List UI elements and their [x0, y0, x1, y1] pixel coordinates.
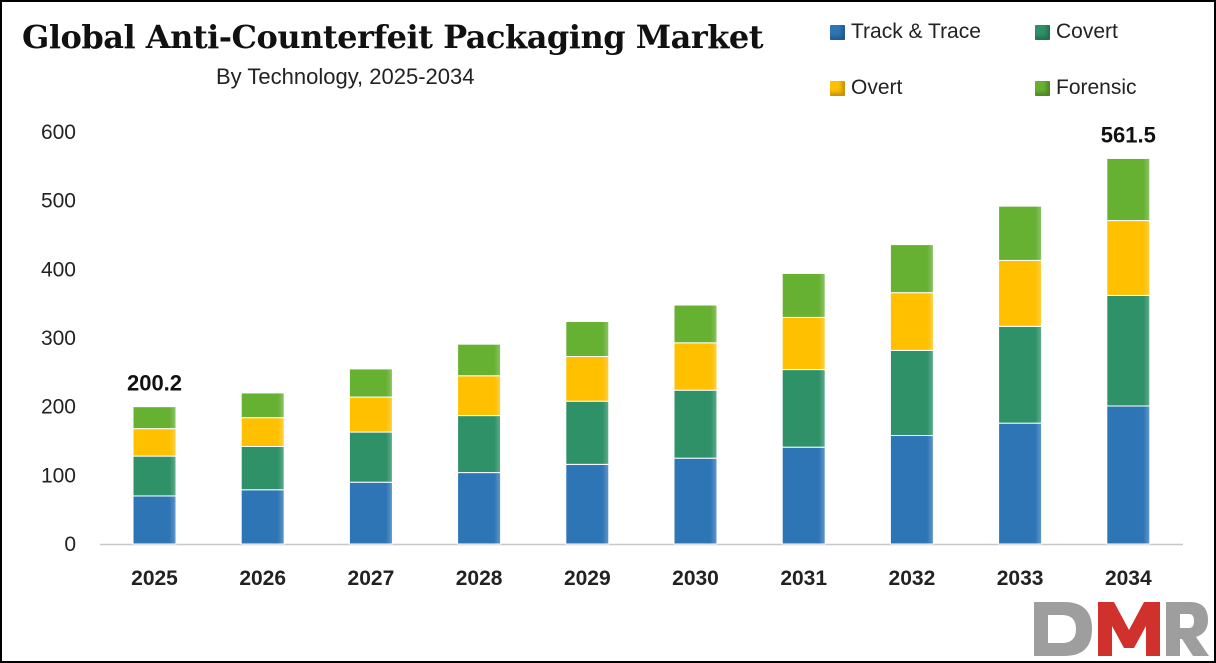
- bar-segment-track-trace-2032: [889, 435, 934, 545]
- legend-label-overt: Overt: [851, 76, 903, 99]
- bar-segment-track-trace-2030: [673, 457, 718, 545]
- y-tick-label: 200: [41, 396, 76, 419]
- bar-segment-overt-2028: [457, 375, 502, 417]
- bar-segment-forensic-2034: [1106, 157, 1151, 222]
- y-tick-label: 400: [41, 258, 76, 281]
- bar-segment-covert-2034: [1106, 294, 1151, 407]
- bar-segment-track-trace-2026: [240, 489, 285, 545]
- bar-segment-forensic-2027: [348, 368, 393, 398]
- bar-segment-overt-2031: [781, 316, 826, 371]
- bar-segment-covert-2030: [673, 389, 718, 459]
- bar-segment-track-trace-2034: [1106, 405, 1151, 545]
- bar-segment-forensic-2028: [457, 343, 502, 377]
- bar-segment-covert-2029: [565, 400, 610, 465]
- bar-segment-covert-2025: [132, 455, 177, 497]
- x-tick-label: 2025: [131, 567, 178, 590]
- y-tick-label: 0: [64, 533, 76, 556]
- bar-segment-overt-2032: [889, 292, 934, 351]
- x-tick-label: 2034: [1105, 567, 1152, 590]
- bar-segment-forensic-2033: [998, 205, 1043, 261]
- x-tick-label: 2033: [997, 567, 1044, 590]
- bar-segment-overt-2034: [1106, 220, 1151, 296]
- bar-segment-forensic-2029: [565, 321, 610, 358]
- bar-segment-track-trace-2033: [998, 422, 1043, 545]
- bar-segment-track-trace-2028: [457, 472, 502, 545]
- bar-segment-overt-2025: [132, 428, 177, 457]
- bar-segment-forensic-2031: [781, 272, 826, 318]
- legend-label-track-trace: Track & Trace: [851, 20, 981, 43]
- bar-segment-covert-2028: [457, 415, 502, 474]
- y-tick-label: 600: [41, 121, 76, 144]
- x-tick-label: 2032: [889, 567, 936, 590]
- legend-swatch-track-trace: [830, 24, 845, 40]
- bar-segment-track-trace-2029: [565, 463, 610, 545]
- total-data-label: 561.5: [1101, 122, 1156, 147]
- total-data-label: 200.2: [127, 371, 182, 396]
- legend-item-overt: Overt: [830, 76, 902, 100]
- legend: Track & Trace Covert Overt Forensic: [830, 20, 1200, 110]
- bar-segment-forensic-2032: [889, 244, 934, 294]
- bar-segment-forensic-2026: [240, 392, 285, 419]
- x-tick-label: 2027: [348, 567, 395, 590]
- bar-segment-overt-2026: [240, 417, 285, 447]
- chart-title: Global Anti-Counterfeit Packaging Market: [22, 18, 764, 56]
- bar-segment-covert-2033: [998, 325, 1043, 424]
- y-tick-label: 100: [41, 464, 76, 487]
- y-tick-label: 300: [41, 327, 76, 350]
- x-tick-label: 2031: [780, 567, 827, 590]
- bar-segment-track-trace-2025: [132, 495, 177, 545]
- legend-label-covert: Covert: [1056, 20, 1118, 43]
- bar-segment-overt-2027: [348, 396, 393, 433]
- x-tick-label: 2026: [239, 567, 286, 590]
- bar-segment-track-trace-2027: [348, 481, 393, 545]
- bar-segment-overt-2033: [998, 259, 1043, 327]
- legend-item-track-trace: Track & Trace: [830, 20, 981, 44]
- chart-subtitle: By Technology, 2025-2034: [216, 64, 475, 89]
- bar-segment-covert-2032: [889, 349, 934, 437]
- bar-segment-covert-2031: [781, 369, 826, 448]
- x-tick-label: 2029: [564, 567, 611, 590]
- bar-segment-forensic-2030: [673, 304, 718, 344]
- legend-swatch-forensic: [1035, 80, 1050, 96]
- bar-segment-covert-2027: [348, 431, 393, 483]
- x-tick-label: 2028: [456, 567, 503, 590]
- bar-segment-overt-2029: [565, 356, 610, 402]
- y-tick-label: 500: [41, 190, 76, 213]
- dmr-logo: [1034, 602, 1209, 656]
- legend-item-covert: Covert: [1035, 20, 1118, 44]
- bar-segment-covert-2026: [240, 445, 285, 491]
- legend-swatch-covert: [1035, 24, 1050, 40]
- legend-swatch-overt: [830, 80, 845, 96]
- legend-item-forensic: Forensic: [1035, 76, 1137, 100]
- x-tick-label: 2030: [672, 567, 719, 590]
- bar-segment-overt-2030: [673, 342, 718, 391]
- bar-segment-forensic-2025: [132, 406, 177, 430]
- legend-label-forensic: Forensic: [1056, 76, 1137, 99]
- bar-segment-track-trace-2031: [781, 446, 826, 545]
